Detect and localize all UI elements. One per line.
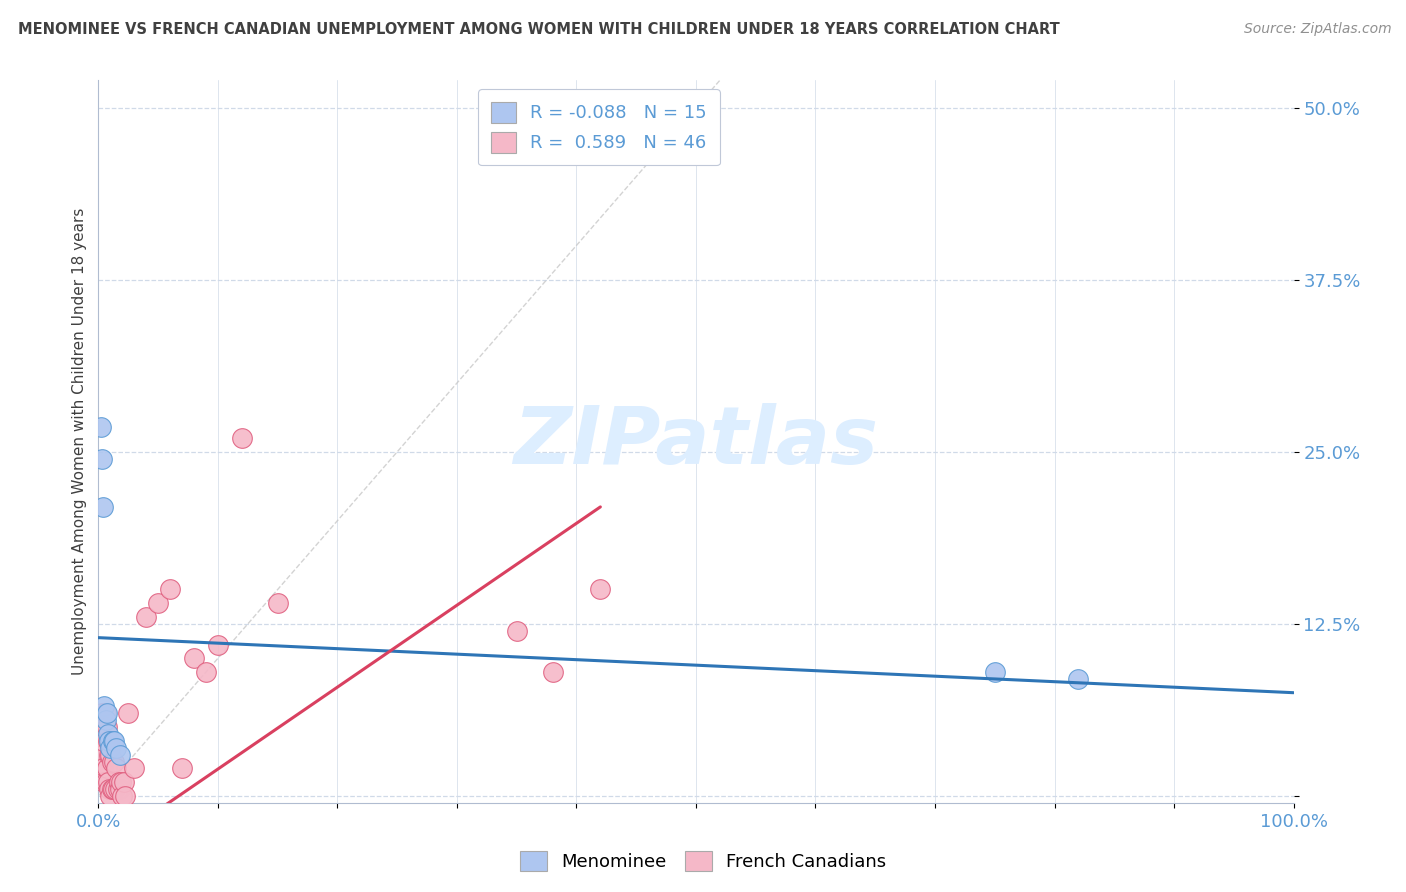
Point — [103, 734, 125, 748]
Point — [96, 720, 118, 734]
Point — [984, 665, 1007, 679]
Legend: Menominee, French Canadians: Menominee, French Canadians — [513, 844, 893, 879]
Point — [159, 582, 181, 597]
Point — [91, 761, 114, 775]
Point — [91, 451, 114, 466]
Point — [148, 596, 170, 610]
Point — [96, 706, 118, 721]
Point — [101, 734, 124, 748]
Point — [94, 775, 117, 789]
Point — [117, 706, 139, 721]
Text: MENOMINEE VS FRENCH CANADIAN UNEMPLOYMENT AMONG WOMEN WITH CHILDREN UNDER 18 YEA: MENOMINEE VS FRENCH CANADIAN UNEMPLOYMEN… — [18, 22, 1060, 37]
Point — [90, 761, 112, 775]
Point — [98, 789, 122, 803]
Point — [91, 500, 114, 514]
Point — [93, 699, 115, 714]
Point — [94, 713, 117, 727]
Point — [108, 747, 131, 762]
Point — [93, 775, 115, 789]
Point — [135, 610, 157, 624]
Text: ZIPatlas: ZIPatlas — [513, 402, 879, 481]
Point — [98, 782, 121, 797]
Point — [105, 740, 128, 755]
Point — [94, 706, 117, 721]
Point — [90, 420, 112, 434]
Point — [1067, 672, 1090, 686]
Point — [172, 761, 194, 775]
Point — [104, 782, 127, 797]
Point — [506, 624, 529, 638]
Y-axis label: Unemployment Among Women with Children Under 18 years: Unemployment Among Women with Children U… — [72, 208, 87, 675]
Point — [589, 582, 612, 597]
Point — [91, 706, 114, 721]
Point — [91, 747, 114, 762]
Point — [541, 665, 564, 679]
Point — [183, 651, 205, 665]
Point — [231, 431, 253, 445]
Legend: R = -0.088   N = 15, R =  0.589   N = 46: R = -0.088 N = 15, R = 0.589 N = 46 — [478, 89, 720, 165]
Point — [195, 665, 218, 679]
Point — [91, 734, 114, 748]
Point — [100, 782, 122, 797]
Point — [107, 782, 129, 797]
Point — [98, 747, 121, 762]
Point — [96, 761, 118, 775]
Point — [105, 761, 128, 775]
Text: Source: ZipAtlas.com: Source: ZipAtlas.com — [1244, 22, 1392, 37]
Point — [98, 740, 122, 755]
Point — [124, 761, 146, 775]
Point — [89, 734, 111, 748]
Point — [110, 775, 132, 789]
Point — [107, 775, 129, 789]
Point — [100, 755, 122, 769]
Point — [98, 734, 121, 748]
Point — [114, 789, 136, 803]
Point — [97, 734, 120, 748]
Point — [101, 782, 124, 797]
Point — [111, 789, 134, 803]
Point — [97, 775, 120, 789]
Point — [207, 638, 229, 652]
Point — [112, 775, 135, 789]
Point — [93, 720, 115, 734]
Point — [103, 755, 125, 769]
Point — [90, 720, 112, 734]
Point — [97, 727, 120, 741]
Point — [267, 596, 290, 610]
Point — [108, 782, 131, 797]
Point — [98, 747, 122, 762]
